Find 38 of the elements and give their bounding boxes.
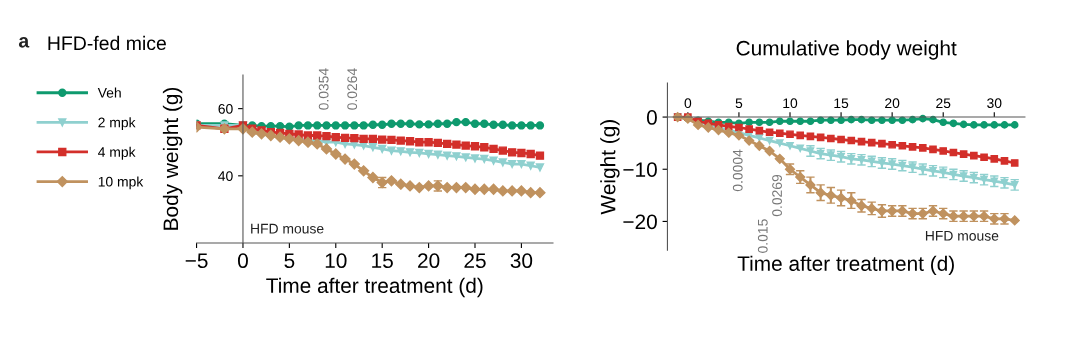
- x-axis-title: Time after treatment (d): [266, 277, 483, 298]
- x-axis-title: Time after treatment (d): [737, 255, 954, 276]
- legend-label: 4 mpk: [98, 146, 136, 160]
- y-tick-label: 60: [218, 103, 233, 114]
- x-tick-label: 5: [735, 98, 743, 109]
- annotation: 0.0269: [772, 174, 782, 217]
- chart-title: Cumulative body weight: [736, 40, 957, 60]
- y-tick-label: 40: [218, 171, 233, 181]
- annotation: HFD mouse: [251, 223, 324, 234]
- x-tick-label: 20: [885, 98, 900, 109]
- annotation: 0.0004: [732, 149, 743, 192]
- y-axis-title: Weight (g): [600, 120, 620, 215]
- y-axis-title: Body weight (g): [162, 87, 183, 230]
- text: a: [18, 37, 30, 48]
- chart-title: HFD-fed mice: [48, 35, 166, 51]
- x-tick-label: −5: [185, 253, 208, 269]
- y-tick-label: −20: [623, 214, 657, 230]
- x-tick-label: 10: [783, 98, 798, 109]
- annotation: 0.0264: [347, 68, 358, 110]
- y-tick-label: −10: [623, 162, 657, 177]
- x-tick-label: 0: [237, 253, 248, 269]
- x-tick-label: 25: [464, 253, 486, 269]
- x-tick-label: 30: [987, 98, 1002, 109]
- annotation: 0.015: [757, 219, 768, 253]
- x-tick-label: 30: [510, 253, 533, 269]
- x-tick-label: 5: [284, 253, 295, 269]
- annotation: 0.0354: [318, 68, 329, 110]
- x-tick-label: 25: [936, 98, 951, 109]
- x-tick-label: 20: [418, 253, 440, 269]
- legend-label: 2 mpk: [98, 117, 136, 131]
- x-tick-label: 10: [325, 253, 347, 269]
- y-tick-label: 0: [646, 110, 657, 125]
- legend-label: Veh: [97, 87, 121, 98]
- x-tick-label: 15: [834, 98, 849, 109]
- annotation: HFD mouse: [925, 231, 999, 241]
- x-tick-label: 0: [684, 98, 692, 109]
- legend-label: 10 mpk: [98, 176, 144, 190]
- x-tick-label: 15: [372, 253, 393, 269]
